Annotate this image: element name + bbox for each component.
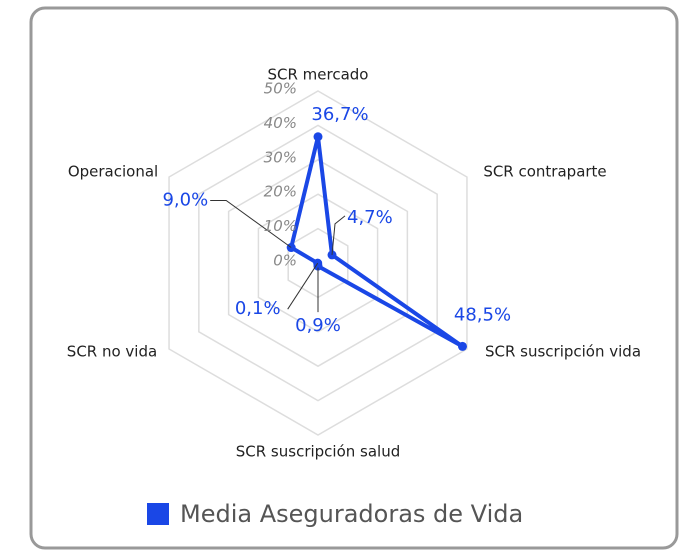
radar-point [327,250,337,260]
grid-ring [257,193,379,333]
category-label: SCR no vida [67,343,157,361]
y-tick-label: 20% [264,183,297,201]
grid [168,90,468,436]
value-label: 9,0% [162,190,208,211]
y-tick-label: 50% [264,80,297,98]
leader-line [331,215,346,255]
y-tick-label: 30% [264,148,297,166]
value-label: 4,7% [347,207,393,228]
y-tick-label: 0% [273,252,297,270]
category-label: SCR suscripción vida [485,343,641,361]
category-label: SCR contraparte [483,163,606,181]
radar-point [457,341,467,351]
frame [29,6,679,550]
category-label: Operacional [68,163,158,181]
grid-ring [198,124,438,402]
value-label: 0,9% [295,315,341,336]
legend-label: Media Aseguradoras de Vida [180,500,523,528]
category-label: SCR suscripción salud [236,443,401,461]
y-tick-label: 40% [264,114,297,132]
y-tick-label: 10% [264,217,297,235]
leader-line [210,200,292,248]
leader-line [287,262,319,310]
value-label: 0,1% [235,298,281,319]
radar-point [313,132,323,142]
value-label: 36,7% [311,104,368,125]
category-label: SCR mercado [267,66,368,84]
grid-ring [227,158,409,368]
value-label: 48,5% [454,304,511,325]
marks [210,132,467,351]
legend-swatch [147,503,169,525]
grid-ring [168,90,468,436]
